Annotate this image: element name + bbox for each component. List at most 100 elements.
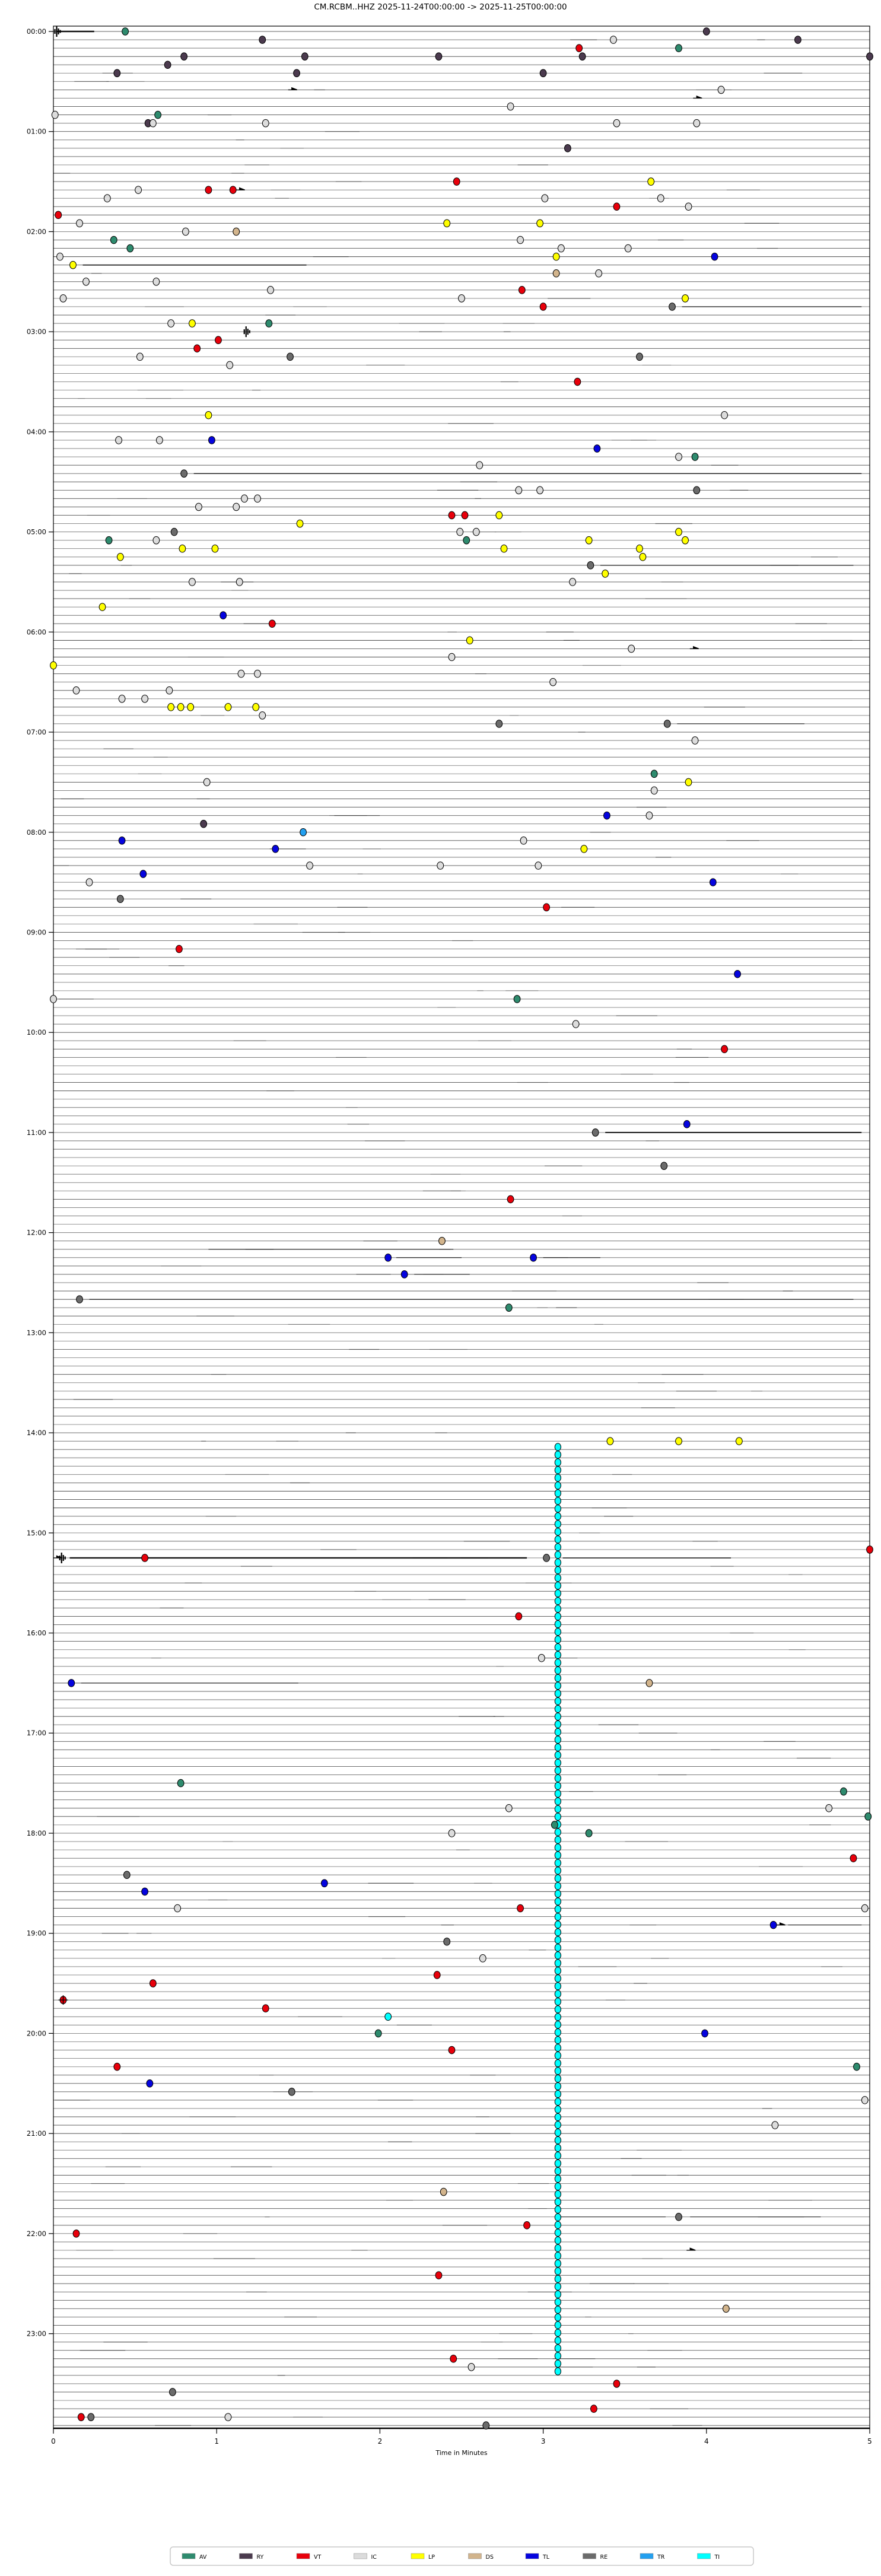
- event-marker-RY[interactable]: [866, 52, 873, 61]
- event-marker-IC[interactable]: [155, 436, 163, 444]
- event-marker-TI[interactable]: [554, 1604, 561, 1613]
- event-marker-TI[interactable]: [554, 1743, 561, 1752]
- event-marker-TI[interactable]: [554, 2251, 561, 2260]
- event-marker-TI[interactable]: [554, 2082, 561, 2091]
- event-marker-RY[interactable]: [794, 36, 802, 44]
- event-marker-RE[interactable]: [591, 1128, 599, 1137]
- event-marker-AV[interactable]: [650, 769, 658, 778]
- event-marker-DS[interactable]: [233, 227, 240, 236]
- event-marker-VT[interactable]: [141, 1554, 149, 1562]
- event-marker-VT[interactable]: [590, 2405, 597, 2413]
- event-marker-TI[interactable]: [554, 2151, 561, 2160]
- event-marker-AV[interactable]: [505, 1303, 513, 1312]
- legend-item-IC[interactable]: IC: [354, 2553, 377, 2561]
- event-marker-TI[interactable]: [554, 1897, 561, 1906]
- event-marker-IC[interactable]: [448, 1829, 456, 1837]
- event-marker-TI[interactable]: [554, 1990, 561, 1998]
- event-marker-LP[interactable]: [211, 544, 219, 553]
- event-marker-TL[interactable]: [530, 1254, 537, 1262]
- event-marker-TI[interactable]: [554, 2282, 561, 2291]
- event-marker-LP[interactable]: [224, 703, 232, 711]
- event-marker-TI[interactable]: [554, 2359, 561, 2368]
- event-marker-TI[interactable]: [554, 1627, 561, 1636]
- event-marker-TI[interactable]: [554, 1751, 561, 1760]
- event-marker-IC[interactable]: [51, 110, 59, 119]
- event-marker-TI[interactable]: [554, 2336, 561, 2345]
- event-marker-LP[interactable]: [639, 552, 647, 561]
- event-marker-TI[interactable]: [554, 2197, 561, 2206]
- event-marker-VT[interactable]: [613, 2380, 621, 2388]
- event-marker-TI[interactable]: [554, 1474, 561, 1482]
- event-marker-IC[interactable]: [115, 436, 122, 444]
- event-marker-TI[interactable]: [554, 2259, 561, 2267]
- event-marker-IC[interactable]: [203, 778, 211, 787]
- event-marker-TI[interactable]: [554, 2367, 561, 2375]
- event-marker-IC[interactable]: [241, 494, 248, 503]
- event-marker-LP[interactable]: [443, 219, 451, 228]
- event-marker-TI[interactable]: [554, 1967, 561, 1975]
- event-marker-TI[interactable]: [554, 1913, 561, 1921]
- event-marker-TI[interactable]: [554, 2128, 561, 2137]
- event-marker-VT[interactable]: [215, 336, 222, 345]
- event-marker-LP[interactable]: [98, 603, 106, 611]
- event-marker-AV[interactable]: [265, 319, 273, 327]
- event-marker-AV[interactable]: [105, 536, 113, 545]
- event-marker-AV[interactable]: [853, 2062, 860, 2071]
- event-marker-TI[interactable]: [554, 1928, 561, 1936]
- event-marker-AV[interactable]: [691, 453, 699, 461]
- event-marker-LP[interactable]: [735, 1437, 743, 1445]
- event-marker-VT[interactable]: [539, 303, 547, 311]
- event-marker-TI[interactable]: [554, 2036, 561, 2044]
- event-marker-VT[interactable]: [721, 1045, 728, 1054]
- event-marker-VT[interactable]: [517, 1904, 524, 1913]
- event-marker-TI[interactable]: [554, 1951, 561, 1960]
- event-marker-IC[interactable]: [685, 202, 692, 211]
- event-marker-LP[interactable]: [675, 1437, 682, 1445]
- event-marker-VT[interactable]: [575, 44, 583, 52]
- event-marker-VT[interactable]: [574, 377, 581, 386]
- event-marker-RE[interactable]: [87, 2413, 95, 2421]
- event-marker-VT[interactable]: [176, 944, 183, 953]
- event-marker-IC[interactable]: [166, 686, 173, 695]
- event-marker-TL[interactable]: [208, 436, 215, 444]
- event-marker-RY[interactable]: [113, 69, 121, 78]
- event-marker-LP[interactable]: [647, 177, 655, 186]
- event-marker-LP[interactable]: [466, 636, 473, 645]
- event-marker-TI[interactable]: [554, 1666, 561, 1675]
- event-marker-IC[interactable]: [595, 269, 603, 278]
- event-marker-AV[interactable]: [840, 1787, 847, 1796]
- event-marker-TI[interactable]: [554, 1566, 561, 1575]
- event-marker-IC[interactable]: [136, 352, 144, 361]
- event-marker-TI[interactable]: [554, 1512, 561, 1521]
- event-marker-RE[interactable]: [76, 1295, 83, 1303]
- event-marker-LP[interactable]: [606, 1437, 614, 1445]
- event-marker-TI[interactable]: [554, 1797, 561, 1805]
- event-marker-IC[interactable]: [72, 686, 80, 695]
- event-marker-TI[interactable]: [554, 2174, 561, 2183]
- event-marker-TI[interactable]: [554, 1704, 561, 1713]
- legend-item-DS[interactable]: DS: [468, 2553, 494, 2561]
- event-marker-TI[interactable]: [554, 1597, 561, 1605]
- event-marker-TI[interactable]: [554, 1828, 561, 1836]
- event-marker-TI[interactable]: [554, 1582, 561, 1590]
- event-marker-IC[interactable]: [505, 1804, 513, 1812]
- event-marker-TI[interactable]: [554, 1974, 561, 1983]
- event-marker-IC[interactable]: [167, 319, 175, 327]
- event-marker-RY[interactable]: [164, 61, 171, 69]
- event-marker-RE[interactable]: [543, 1554, 551, 1562]
- event-marker-TL[interactable]: [141, 1887, 149, 1896]
- event-marker-AV[interactable]: [551, 1821, 558, 1829]
- event-marker-TI[interactable]: [554, 2298, 561, 2306]
- event-marker-TL[interactable]: [400, 1270, 408, 1279]
- event-marker-IC[interactable]: [50, 995, 57, 1003]
- event-marker-IC[interactable]: [226, 361, 234, 370]
- event-marker-TI[interactable]: [554, 1551, 561, 1559]
- event-marker-VT[interactable]: [72, 2230, 80, 2238]
- event-marker-IC[interactable]: [536, 486, 543, 495]
- event-marker-IC[interactable]: [82, 278, 90, 286]
- event-marker-IC[interactable]: [520, 837, 527, 845]
- event-marker-TL[interactable]: [384, 1254, 392, 1262]
- event-marker-IC[interactable]: [59, 294, 67, 303]
- event-marker-TR[interactable]: [300, 828, 307, 837]
- event-marker-VT[interactable]: [613, 202, 621, 211]
